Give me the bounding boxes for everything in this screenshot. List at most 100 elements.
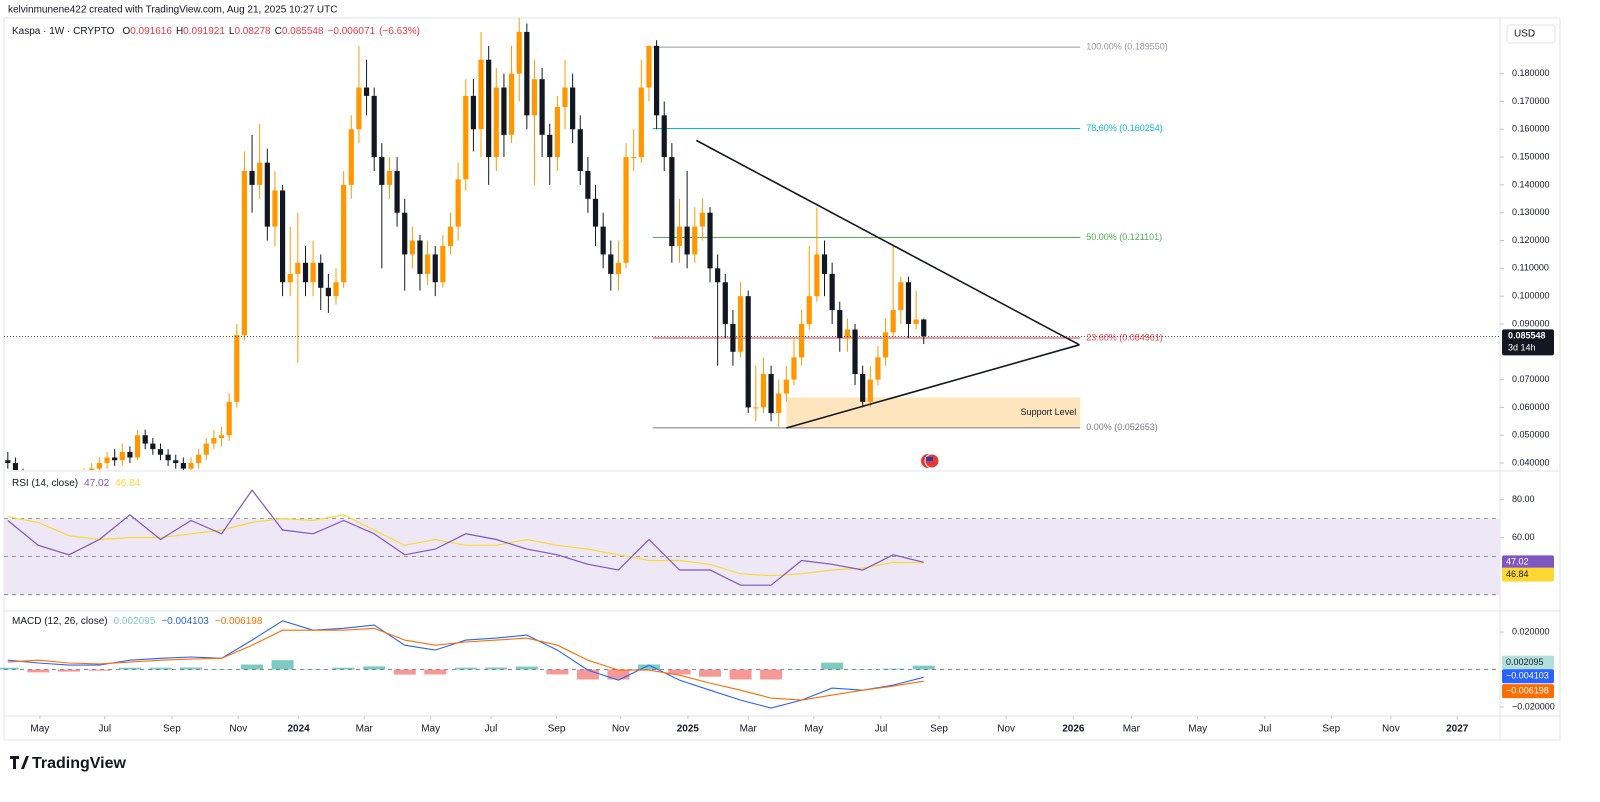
candle-body xyxy=(104,457,110,464)
value-badge: −0.006198 xyxy=(1506,686,1549,696)
candle-body xyxy=(768,374,774,413)
candle-body xyxy=(478,59,484,130)
support-label: Support Level xyxy=(1021,407,1077,417)
histogram-bar xyxy=(332,667,355,670)
legend-value: −0.006198 xyxy=(215,616,263,627)
candle-body xyxy=(96,463,103,469)
candle-body xyxy=(829,273,835,311)
ohlc-value: 0.08278 xyxy=(234,26,271,37)
y-tick-label: 60.00 xyxy=(1512,532,1535,542)
candle-body xyxy=(508,73,515,135)
indicator-legend: RSI (14, close) 47.02 46.84 xyxy=(12,478,141,489)
ohlc-key: H xyxy=(176,26,183,37)
candle-body xyxy=(196,454,202,464)
indicator-legend: MACD (12, 26, close) 0.002095 −0.004103 −0.… xyxy=(12,616,263,627)
candle-body xyxy=(173,460,179,464)
candle-body xyxy=(295,262,301,274)
candle-body xyxy=(409,240,415,255)
support-zone xyxy=(786,397,1081,428)
candle-body xyxy=(157,449,164,455)
candle-body xyxy=(684,226,690,255)
candle-body xyxy=(653,45,660,116)
candle-body xyxy=(699,212,705,227)
y-tick-label: 80.00 xyxy=(1512,494,1535,504)
candle-body xyxy=(730,323,736,352)
histogram-bar xyxy=(485,667,508,670)
candle-body xyxy=(226,401,232,436)
candle-body xyxy=(432,254,438,283)
currency: USD xyxy=(1514,29,1535,40)
trendline xyxy=(695,139,1080,346)
histogram-bar xyxy=(699,669,722,677)
fib-label: 23.60% (0.084961) xyxy=(1086,332,1163,342)
candle-body xyxy=(264,162,270,227)
x-tick-label: Jul xyxy=(485,724,498,735)
histogram-bar xyxy=(729,669,752,680)
candle-body xyxy=(860,374,866,402)
candle-body xyxy=(882,332,889,358)
x-tick-label: Sep xyxy=(163,724,181,735)
candle-body xyxy=(417,240,423,274)
candle-body xyxy=(180,463,186,469)
x-tick-label: 2025 xyxy=(677,724,700,735)
candle-body xyxy=(493,87,499,158)
histogram-bar xyxy=(149,667,172,670)
candle-body xyxy=(531,79,538,116)
flag-icon[interactable] xyxy=(921,453,940,469)
candle-body xyxy=(661,115,667,158)
candle-body xyxy=(501,87,507,135)
candle-body xyxy=(272,190,278,227)
candle-body xyxy=(791,357,797,380)
x-tick-label: 2027 xyxy=(1446,724,1469,735)
x-tick-label: May xyxy=(1188,724,1207,735)
histogram-bar xyxy=(637,664,660,670)
brand: TradingView xyxy=(32,755,127,772)
candle-body xyxy=(356,87,362,130)
x-tick-label: Jul xyxy=(98,724,111,735)
candle-body xyxy=(623,157,629,263)
histogram-bar xyxy=(821,662,844,670)
ohlc-value: 0.091616 xyxy=(130,26,172,37)
x-tick-label: Nov xyxy=(229,724,247,735)
legend-value: −0.004103 xyxy=(161,616,209,627)
fib-label: 78.60% (0.160254) xyxy=(1086,123,1163,133)
y-tick-label: 0.130000 xyxy=(1512,207,1550,217)
candle-body xyxy=(325,287,331,297)
candle-body xyxy=(799,323,805,358)
candle-body xyxy=(852,329,858,375)
attribution: kelvinmunene422 created with TradingView… xyxy=(8,5,337,16)
candle-body xyxy=(318,262,324,288)
price-badge-bg xyxy=(1502,329,1554,356)
candle-body xyxy=(241,170,248,336)
value-badge: −0.004103 xyxy=(1506,671,1549,681)
candle-body xyxy=(669,157,675,247)
ohlc-key: C xyxy=(275,26,282,37)
candle-body xyxy=(150,443,156,450)
candle-body xyxy=(638,87,644,158)
candle-body xyxy=(837,310,843,338)
histogram-bar xyxy=(668,669,691,675)
candle-body xyxy=(188,463,194,469)
fib-label: 50.00% (0.121101) xyxy=(1086,232,1162,242)
candle-body xyxy=(310,262,316,283)
histogram-bar xyxy=(180,667,202,670)
histogram-bar xyxy=(210,669,233,671)
fib-label: 100.00% (0.189550) xyxy=(1086,41,1168,51)
y-tick-label: 0.170000 xyxy=(1512,96,1550,106)
histogram-bar xyxy=(851,669,874,671)
x-tick-label: May xyxy=(30,724,49,735)
candle-body xyxy=(921,319,927,337)
candle-body xyxy=(234,335,240,402)
histogram-bar xyxy=(0,667,19,670)
value-badge-bg xyxy=(1502,655,1554,670)
candle-body xyxy=(577,129,583,171)
candle-body xyxy=(516,31,522,74)
candle-body xyxy=(287,273,293,283)
candle-body xyxy=(363,87,370,96)
brand-logo: TradingView xyxy=(10,755,127,772)
candle-body xyxy=(524,31,530,116)
currency-box[interactable] xyxy=(1506,24,1556,44)
candle-body xyxy=(386,170,393,185)
y-tick-label: 0.120000 xyxy=(1512,235,1550,245)
